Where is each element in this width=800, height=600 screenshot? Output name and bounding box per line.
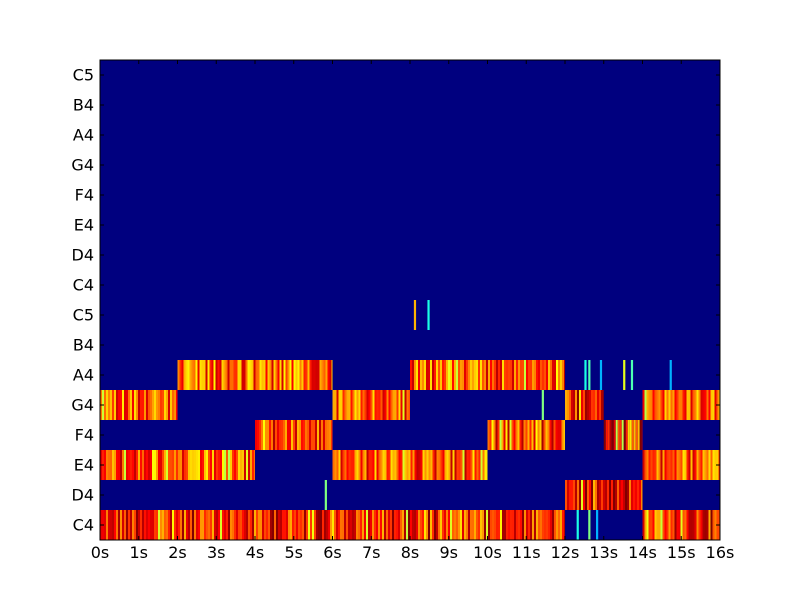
heatmap-mark	[599, 360, 603, 390]
y-tick-label: G4	[71, 156, 94, 175]
x-tick-label: 2s	[168, 543, 187, 562]
y-tick-label: D4	[72, 486, 95, 505]
heatmap-segment	[642, 450, 720, 480]
y-tick-label: E4	[74, 456, 94, 475]
heatmap-segment	[642, 390, 720, 420]
x-tick-label: 16s	[706, 543, 735, 562]
plot-area	[100, 60, 720, 540]
x-tick-label: 10s	[473, 543, 502, 562]
heatmap-segment	[603, 420, 643, 450]
x-tick-label: 6s	[323, 543, 342, 562]
heatmap-mark	[541, 390, 544, 420]
x-tick-label: 5s	[284, 543, 303, 562]
y-tick-label: F4	[75, 426, 94, 445]
heatmap-segment	[100, 450, 255, 480]
x-tick-label: 14s	[628, 543, 657, 562]
heatmap-segment	[642, 510, 720, 540]
heatmap-mark	[324, 480, 327, 510]
heatmap-mark	[588, 510, 591, 540]
x-tick-label: 11s	[512, 543, 541, 562]
heatmap-mark	[427, 300, 430, 330]
heatmap-segment	[565, 390, 604, 420]
x-tick-label: 9s	[439, 543, 458, 562]
heatmap-mark	[596, 510, 599, 540]
heatmap-segment	[177, 360, 333, 390]
x-tick-label: 15s	[667, 543, 696, 562]
x-tick-label: 3s	[207, 543, 226, 562]
heatmap-segment	[565, 480, 643, 510]
y-tick-label: C4	[73, 276, 94, 295]
x-tick-label: 4s	[246, 543, 265, 562]
heatmap-mark	[588, 360, 591, 390]
y-tick-label: A4	[73, 366, 94, 385]
x-tick-label: 12s	[551, 543, 580, 562]
y-tick-label: C4	[73, 516, 94, 535]
heatmap-mark	[413, 300, 417, 330]
y-tick-label: C5	[73, 306, 94, 325]
heatmap-segment	[410, 360, 565, 390]
x-tick-label: 13s	[589, 543, 618, 562]
x-tick-label: 0s	[91, 543, 110, 562]
y-tick-label: B4	[73, 96, 94, 115]
y-tick-label: G4	[71, 396, 94, 415]
heatmap-mark	[630, 360, 634, 390]
y-tick-label: D4	[72, 246, 95, 265]
heatmap-segment	[332, 450, 488, 480]
plot-frame	[99, 59, 721, 541]
heatmap-segment	[100, 510, 565, 540]
heatmap-segment	[255, 420, 333, 450]
y-tick-label: E4	[74, 216, 94, 235]
x-axis: 0s 1s 2s 3s 4s 5s 6s 7s 8s 9s 10s 11s 12s 13s 14s 15s 16…	[91, 60, 735, 562]
y-tick-label: C5	[73, 66, 94, 85]
heatmap-mark	[669, 360, 672, 390]
y-tick-label: B4	[73, 336, 94, 355]
y-tick-label: A4	[73, 126, 94, 145]
heatmap-segment	[100, 390, 178, 420]
x-tick-label: 1s	[129, 543, 148, 562]
heatmap-segment	[487, 420, 565, 450]
x-tick-label: 7s	[362, 543, 381, 562]
x-tick-label: 8s	[401, 543, 420, 562]
y-axis: C4 D4 E4 F4 G4 A4 B4 C5 C4 D4 E4 F4 G4 A4 B4 C5	[71, 66, 720, 535]
heatmap-segment	[332, 390, 410, 420]
heatmap-mark	[584, 360, 587, 390]
heatmap-mark	[576, 510, 579, 540]
heatmap-mark	[623, 360, 626, 390]
y-tick-label: F4	[75, 186, 94, 205]
